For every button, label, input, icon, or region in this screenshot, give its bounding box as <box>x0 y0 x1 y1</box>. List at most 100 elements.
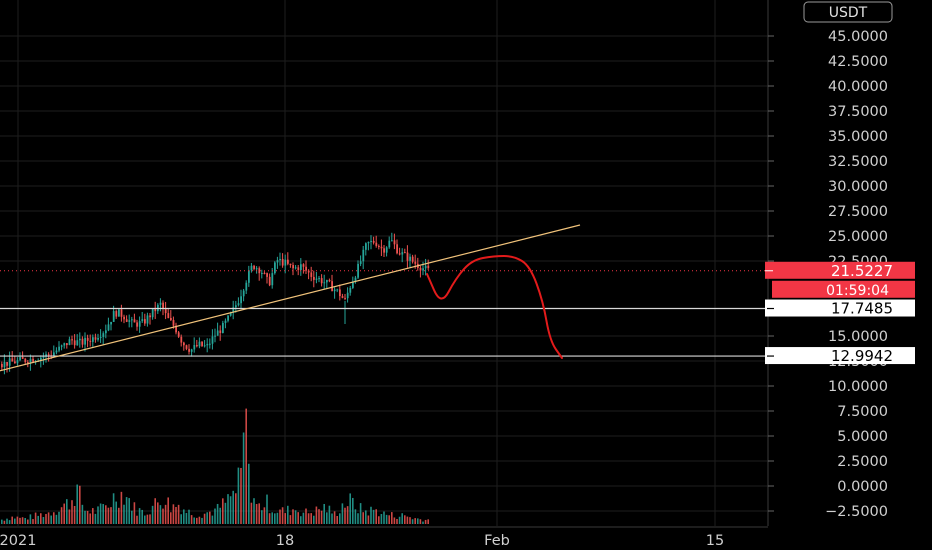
volume-bar <box>14 518 16 524</box>
volume-bar <box>209 511 211 524</box>
candle-body <box>370 240 372 242</box>
candle-body <box>63 343 66 346</box>
volume-bar <box>328 505 331 524</box>
candle-body <box>375 242 378 246</box>
candle-body <box>346 292 349 299</box>
candle-body <box>307 270 310 273</box>
x-tick-label: 15 <box>706 533 724 549</box>
y-tick-label: 30.0000 <box>828 179 888 195</box>
candle-body <box>222 322 224 333</box>
candle-body <box>414 261 417 264</box>
volume-bar <box>307 513 310 524</box>
volume-bar <box>232 490 234 524</box>
volume-bar <box>318 509 320 524</box>
drawings <box>0 224 768 372</box>
volume-bar <box>164 504 167 524</box>
candle-body <box>27 362 29 364</box>
projection-curve <box>426 254 563 359</box>
candle-body <box>354 277 357 282</box>
candle-body <box>164 308 167 314</box>
candle-body <box>206 343 209 346</box>
volume-bar <box>180 514 182 524</box>
candle-body <box>138 321 141 327</box>
volume-bar <box>55 514 58 524</box>
volume-bar <box>105 505 107 524</box>
volume-bar <box>138 508 141 524</box>
volume-bar <box>123 504 125 524</box>
candle-body <box>84 337 86 345</box>
candle-body <box>71 339 73 341</box>
candle-body <box>19 357 21 361</box>
grid <box>0 0 769 526</box>
volume-bar <box>235 493 237 524</box>
volume-bar <box>118 507 120 524</box>
candle-body <box>297 267 300 270</box>
candle-body <box>266 273 268 277</box>
volume-bar <box>19 517 21 524</box>
volume-bar <box>167 497 169 524</box>
volume-bar <box>47 512 50 524</box>
candle-body <box>190 349 193 352</box>
volume-bar <box>115 501 117 524</box>
volume-bar <box>27 519 29 524</box>
candle-body <box>419 267 422 271</box>
candle-body <box>391 240 393 242</box>
volume-bar <box>422 521 424 524</box>
y-tick-label: 42.5000 <box>828 54 888 70</box>
volume-bar <box>125 497 128 524</box>
volume-bar <box>97 506 99 524</box>
volume-bar <box>149 514 151 524</box>
volume-bar <box>136 515 138 524</box>
candle-body <box>40 357 42 361</box>
candlesticks <box>1 232 430 375</box>
volume-bar <box>326 512 328 524</box>
candle-body <box>216 330 219 336</box>
candle-body <box>398 253 401 255</box>
candle-body <box>86 337 89 341</box>
volume-bar <box>222 498 224 524</box>
volume-bar <box>175 506 177 524</box>
volume-bar <box>193 517 195 524</box>
y-tick-label: 5.0000 <box>837 429 888 445</box>
candle-body <box>154 308 157 312</box>
volume-bar <box>315 506 318 524</box>
candle-body <box>261 272 263 274</box>
candle-body <box>422 268 424 271</box>
candle-body <box>245 282 248 291</box>
candle-body <box>21 357 24 359</box>
volume-bar <box>424 519 427 524</box>
candle-body <box>58 346 60 351</box>
volume-bar <box>190 515 193 524</box>
candle-body <box>107 324 110 331</box>
volume-bar <box>357 513 359 524</box>
volume-bar <box>414 518 416 524</box>
volume-bar <box>362 512 364 524</box>
price-axis: 45.0000 42.5000 40.0000 37.5000 35.0000 32.50… <box>765 1 915 520</box>
volume-bar <box>258 503 260 524</box>
candle-body <box>94 337 97 340</box>
volume-bar <box>409 517 411 524</box>
volume-bar <box>60 507 63 524</box>
candle-body <box>341 296 344 298</box>
candle-body <box>229 312 232 316</box>
currency-label-box <box>803 1 893 23</box>
candle-body <box>89 340 92 342</box>
candle-body <box>6 361 8 366</box>
candle-body <box>1 364 3 368</box>
volume-bar <box>131 510 133 524</box>
volume-bar <box>172 504 175 524</box>
candle-body <box>248 270 250 283</box>
volume-bar <box>162 508 164 524</box>
candle-body <box>167 313 170 319</box>
candle-body <box>427 265 430 269</box>
level-label-box <box>765 299 915 317</box>
volume-bar <box>66 499 68 524</box>
candle-body <box>177 332 180 337</box>
volume-bar <box>417 518 419 524</box>
volume-bar <box>385 514 388 524</box>
candle-body <box>203 345 206 347</box>
volume-bar <box>279 509 281 524</box>
candle-body <box>326 279 328 283</box>
candle-body <box>289 263 292 266</box>
